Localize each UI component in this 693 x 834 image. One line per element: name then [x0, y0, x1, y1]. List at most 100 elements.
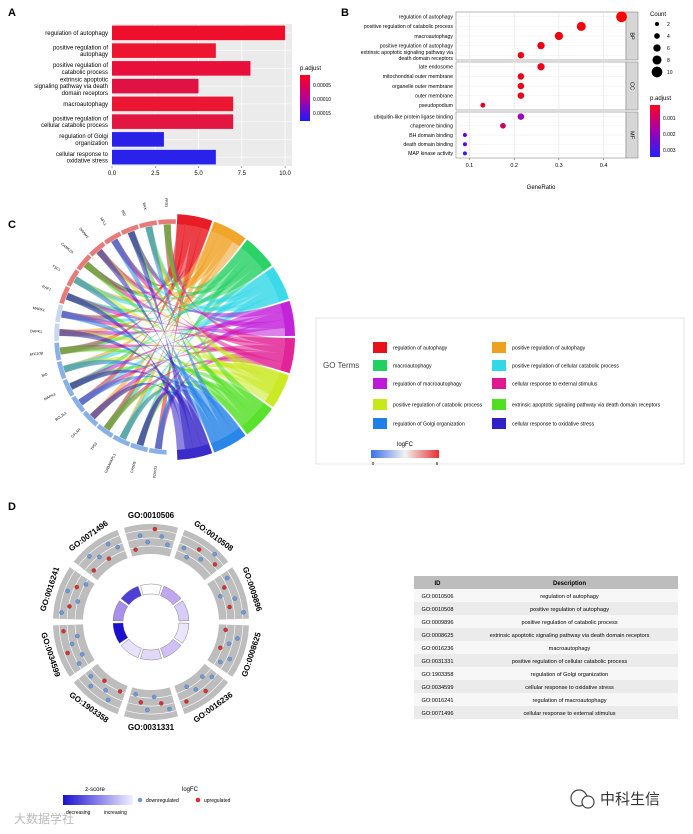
dot-term-label: pseudopodium [419, 103, 453, 109]
bar [112, 43, 216, 58]
dot-point [537, 41, 545, 50]
dot-point [462, 142, 467, 147]
dot-size-legend: Count 2 4 6 8 10 [650, 12, 673, 78]
go-term-swatch [373, 342, 387, 353]
go-circle-grid [127, 537, 175, 542]
downregulated-gene-dot [75, 633, 80, 639]
go-circle-grid [84, 542, 123, 571]
table-cell-id: GO:0031331 [421, 659, 453, 665]
upregulated-gene-dot [218, 645, 223, 650]
downregulated-gene-dot [212, 552, 217, 557]
go-circle-grid [227, 570, 244, 619]
downregulated-gene-dot [235, 636, 240, 641]
downregulated-gene-dot [80, 652, 85, 657]
panel-label-c: C [8, 219, 16, 231]
bar-legend-label: 0.00010 [313, 97, 331, 103]
gene-label: RAF1 [42, 285, 52, 292]
dot-point [517, 73, 525, 80]
dot-term-label: regulation of autophagy [399, 15, 454, 21]
go-circle-grid [129, 545, 173, 550]
downregulated-gene-dot [184, 554, 189, 560]
downregulated-gene-dot [74, 584, 80, 590]
downregulated-gene-dot [137, 533, 143, 538]
zscore-bar [173, 622, 190, 644]
dot-point [616, 11, 627, 23]
go-term-legend-label: cellular response to external stimulus [512, 382, 598, 388]
gene-label: MAPK1 [32, 306, 45, 312]
gene-label: NFL1 [99, 217, 107, 227]
go-circle-grid [213, 624, 228, 665]
downregulated-gene-dot [138, 700, 144, 705]
bar-chart: regulation of autophagy positive regulati… [34, 24, 331, 177]
go-circle-grid [84, 673, 123, 702]
upregulated-gene-dot [117, 689, 123, 694]
table-cell-id: GO:0016241 [421, 698, 453, 704]
downregulated-gene-dot [61, 628, 66, 634]
go-circle-grid [125, 710, 177, 715]
downregulated-gene-dot [200, 674, 205, 679]
dot-size-key [651, 66, 663, 78]
dot-term-label: late endosome [419, 65, 453, 71]
zscore-bar [120, 638, 142, 658]
chord-diagram: FRS1 BAX BID NFL1 DRAM1 CAMK2A TSC1 RAF1 MAPK1 DA… [29, 198, 685, 479]
dot-color-key-label: 0.003 [663, 148, 676, 154]
go-circle-grid [227, 625, 244, 674]
term-segment [176, 443, 213, 460]
table-header-description: Description [553, 581, 586, 587]
table-row [414, 602, 678, 615]
gene-segment [148, 447, 168, 456]
zscore-colorbar [63, 795, 133, 805]
downregulated-gene-dot [241, 610, 246, 615]
go-circle-grid [74, 624, 89, 665]
gene-segment [103, 231, 122, 246]
upregulated-gene-dot [145, 707, 150, 713]
bar-category-label: regulation of Golgi organization [59, 134, 108, 147]
panel-label-a: A [8, 7, 16, 19]
table-row [414, 589, 678, 602]
dot-x-tick-label: 0.1 [466, 163, 474, 169]
table-cell-id: GO:1903358 [421, 672, 453, 678]
bar [112, 61, 251, 76]
upregulated-gene-dot [209, 674, 215, 680]
table-cell-description: positive regulation of autophagy [530, 607, 609, 613]
gene-label: BID [41, 372, 48, 378]
gene-segment [56, 360, 67, 380]
table-row [414, 680, 678, 693]
gene-segment [120, 223, 140, 236]
gene-segment [138, 219, 158, 229]
downregulated-label: downregulated [146, 798, 179, 804]
zscore-bar [120, 586, 142, 606]
gene-segment [62, 378, 75, 398]
term-segment [210, 221, 246, 247]
downregulated-gene-dot [97, 554, 102, 560]
chord-logfc-max: 6 [436, 461, 439, 466]
gene-label: BAX [142, 202, 148, 210]
logfc-legend-title: logFC [182, 787, 199, 793]
downregulated-gene-dot [159, 534, 164, 539]
zscore-legend: z-score decreasing increasing [63, 787, 133, 816]
go-term-legend-label: regulation of Golgi organization [393, 422, 465, 428]
upregulated-gene-dot [65, 588, 70, 594]
gene-label: DAPK1 [30, 329, 42, 333]
bar-category-label: cellular response to oxidative stress [56, 152, 109, 165]
wechat-icon-inner [581, 795, 595, 809]
gene-label: FOXO3 [153, 466, 158, 479]
gene-segment [75, 253, 92, 272]
dot-term-label: MAP kinase activity [408, 151, 453, 157]
gene-segment [58, 285, 71, 305]
chord-logfc-title: logFC [397, 442, 414, 448]
zscore-high-label: increasing [104, 810, 127, 816]
downregulated-gene-dot [88, 683, 93, 689]
go-circle-sector [53, 624, 95, 677]
dot-facet-strip-label: CC [629, 82, 635, 90]
upregulated-gene-dot [91, 568, 96, 573]
table-cell-description: regulation of Golgi organization [531, 672, 608, 678]
term-segment [264, 372, 289, 408]
upregulated-gene-dot [76, 661, 82, 666]
chord-legend-frame [315, 317, 685, 465]
dot-color-colorbar [650, 105, 660, 157]
term-segment [176, 214, 213, 231]
dot-size-key [653, 44, 661, 52]
bar-legend-label: 0.00015 [313, 111, 331, 117]
dot-term-label: mitochondrial outer membrane [383, 74, 453, 80]
